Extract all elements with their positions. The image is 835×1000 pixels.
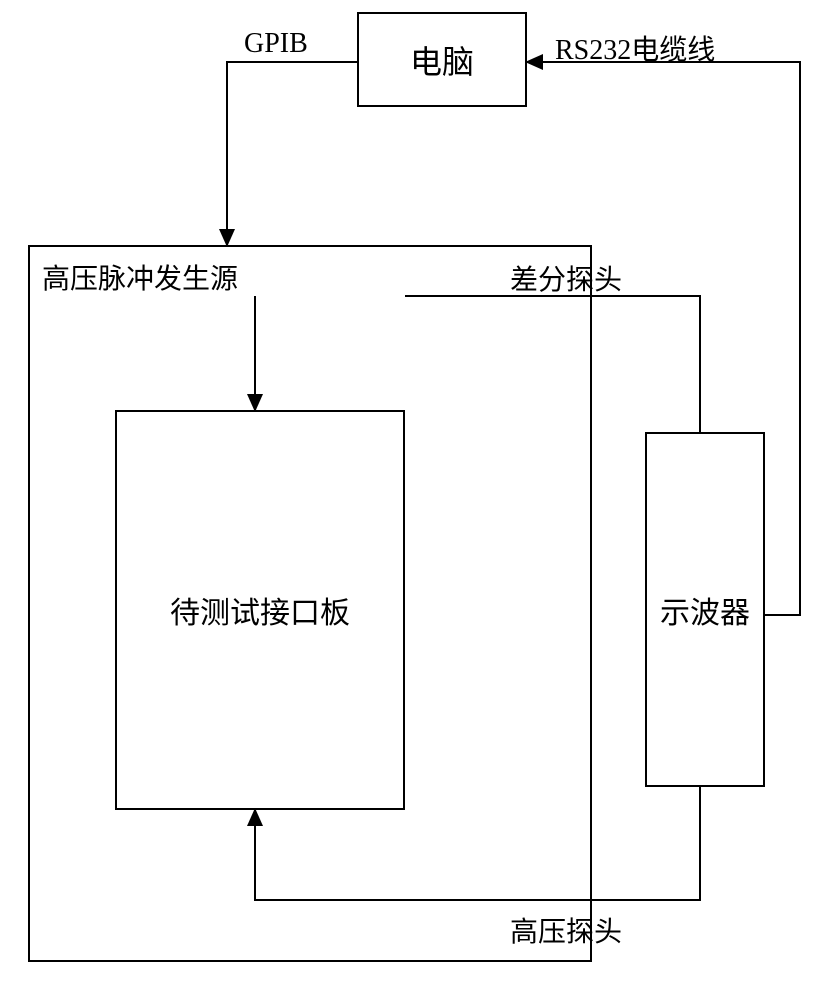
interface-board-node: 待测试接口板: [115, 410, 405, 810]
diff-probe-edge-label: 差分探头: [510, 258, 622, 298]
computer-node: 电脑: [357, 12, 527, 107]
pulse-source-label: 高压脉冲发生源: [42, 257, 238, 297]
gpib-edge-label: GPIB: [244, 28, 308, 60]
rs232-edge-label: RS232电缆线: [555, 28, 715, 68]
gpib-connector: [227, 62, 357, 245]
computer-label: 电脑: [410, 37, 474, 83]
oscilloscope-label: 示波器: [660, 588, 750, 632]
oscilloscope-node: 示波器: [645, 432, 765, 787]
hv-probe-edge-label: 高压探头: [510, 910, 622, 950]
interface-board-label: 待测试接口板: [170, 588, 350, 632]
